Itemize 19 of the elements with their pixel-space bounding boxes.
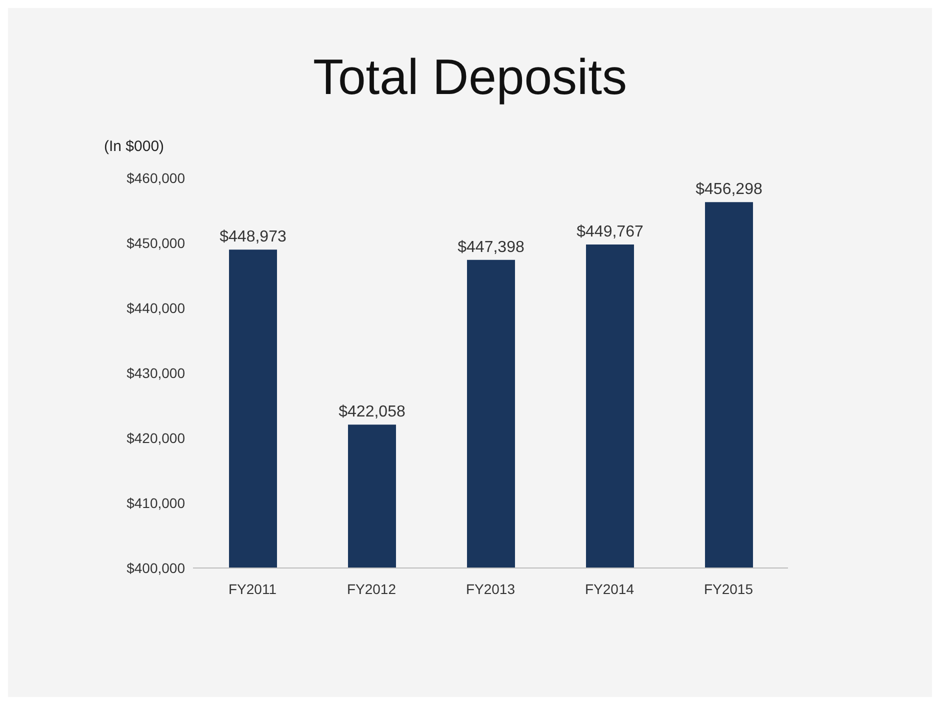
y-tick-label: $400,000	[126, 560, 186, 576]
data-label: $422,058	[338, 404, 406, 421]
data-label: $447,398	[458, 238, 524, 256]
data-label: $448,973	[220, 228, 286, 246]
x-tick-label: FY2014	[584, 580, 634, 597]
y-tick-label: $410,000	[126, 494, 186, 511]
y-tick-label: $420,000	[126, 430, 186, 446]
x-tick-label: FY2015	[704, 580, 754, 597]
x-tick-label: FY2013	[466, 580, 516, 597]
y-axis-title: (In $000)	[104, 138, 164, 155]
y-tick-label: $450,000	[126, 234, 186, 251]
y-tick-label: $460,000	[126, 170, 186, 186]
chart-title: Total Deposits	[312, 48, 628, 106]
x-tick-label: FY2012	[346, 580, 396, 597]
x-tick-label: FY2011	[228, 580, 277, 597]
data-label: $449,767	[576, 224, 644, 241]
data-label: $456,298	[696, 181, 762, 198]
y-tick-label: $430,000	[126, 364, 186, 381]
y-tick-label: $440,000	[126, 300, 186, 316]
